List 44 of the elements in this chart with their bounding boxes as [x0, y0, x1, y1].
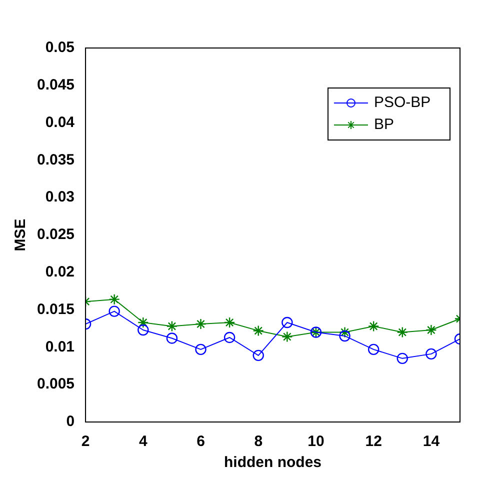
y-tick-label: 0.03	[45, 188, 75, 206]
y-tick-label: 0.02	[45, 264, 75, 281]
point	[195, 318, 206, 330]
y-tick-label: 0.035	[36, 151, 75, 168]
x-tick-label: 4	[138, 433, 148, 450]
point	[368, 320, 380, 332]
x-tick-label: 14	[422, 433, 440, 450]
point	[224, 316, 236, 328]
y-tick-label: 0.015	[36, 300, 75, 318]
x-tick-label: 10	[308, 433, 324, 450]
y-tick-label: 0	[66, 413, 75, 430]
point	[252, 325, 264, 336]
point	[108, 306, 120, 317]
point	[339, 330, 350, 342]
y-tick-label: 0.005	[36, 376, 75, 393]
x-tick-label: 8	[254, 433, 263, 450]
point	[195, 344, 206, 356]
point	[339, 326, 350, 338]
point	[252, 350, 264, 362]
y-tick-label: 0.01	[45, 338, 75, 356]
point	[282, 316, 293, 328]
x-tick-label: 12	[365, 433, 382, 450]
point	[396, 352, 408, 364]
x-tick-label: 6	[196, 433, 205, 450]
point	[368, 344, 380, 356]
point	[166, 320, 178, 332]
point	[166, 332, 178, 344]
point	[426, 324, 437, 336]
legend-label: PSO-BP	[374, 94, 431, 112]
point	[224, 332, 236, 344]
x-tick-label: 2	[81, 433, 90, 450]
point	[108, 294, 120, 305]
y-tick-label: 0.025	[36, 226, 75, 244]
x-axis-title: hidden nodes	[224, 454, 322, 472]
legend-label: BP	[374, 116, 394, 134]
point	[138, 316, 149, 328]
y-tick-label: 0.04	[45, 114, 76, 131]
point	[138, 324, 149, 336]
y-axis-title: MSE	[12, 218, 30, 252]
point	[426, 348, 437, 360]
y-tick-label: 0.045	[36, 76, 75, 94]
point	[282, 331, 293, 342]
point	[396, 326, 408, 338]
y-tick-label: 0.05	[45, 39, 75, 56]
